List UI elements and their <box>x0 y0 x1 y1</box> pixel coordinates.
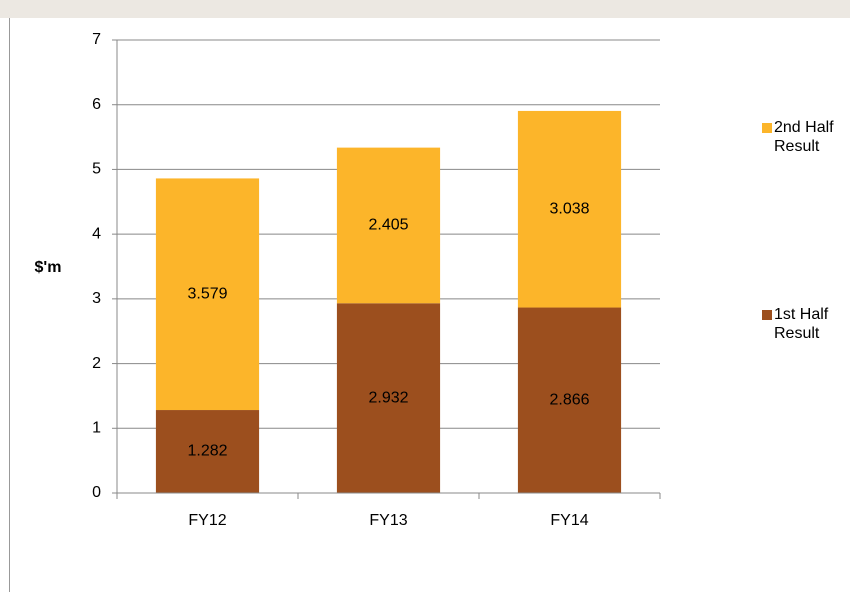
value-label: 3.579 <box>187 285 227 302</box>
bar-segment <box>155 410 260 493</box>
bar-segment <box>517 110 622 308</box>
value-label: 2.866 <box>549 391 589 408</box>
x-tick-label: FY12 <box>188 512 226 529</box>
y-tick-label: 2 <box>92 355 101 372</box>
bar-segment <box>336 147 441 304</box>
bar-segment <box>517 307 622 493</box>
y-tick-label: 0 <box>92 484 101 501</box>
legend-swatch <box>762 310 772 320</box>
legend-swatch <box>762 123 772 133</box>
top-band <box>0 0 850 18</box>
value-label: 1.282 <box>187 443 227 460</box>
value-label: 3.038 <box>549 200 589 217</box>
legend-label: 2nd Half Result <box>774 119 834 155</box>
y-tick-label: 3 <box>92 290 101 307</box>
y-axis-label: $'m <box>35 259 62 276</box>
bar-segment <box>336 303 441 493</box>
y-tick-label: 6 <box>92 96 101 113</box>
x-tick-label: FY13 <box>369 512 407 529</box>
value-label: 2.932 <box>368 389 408 406</box>
value-label: 2.405 <box>368 217 408 234</box>
y-tick-label: 1 <box>92 420 101 437</box>
y-tick-label: 7 <box>92 31 101 48</box>
y-tick-label: 4 <box>92 225 101 242</box>
bar-segment <box>155 178 260 411</box>
x-tick-label: FY14 <box>550 512 588 529</box>
y-tick-label: 5 <box>92 161 101 178</box>
legend-label: 1st Half Result <box>774 306 829 342</box>
